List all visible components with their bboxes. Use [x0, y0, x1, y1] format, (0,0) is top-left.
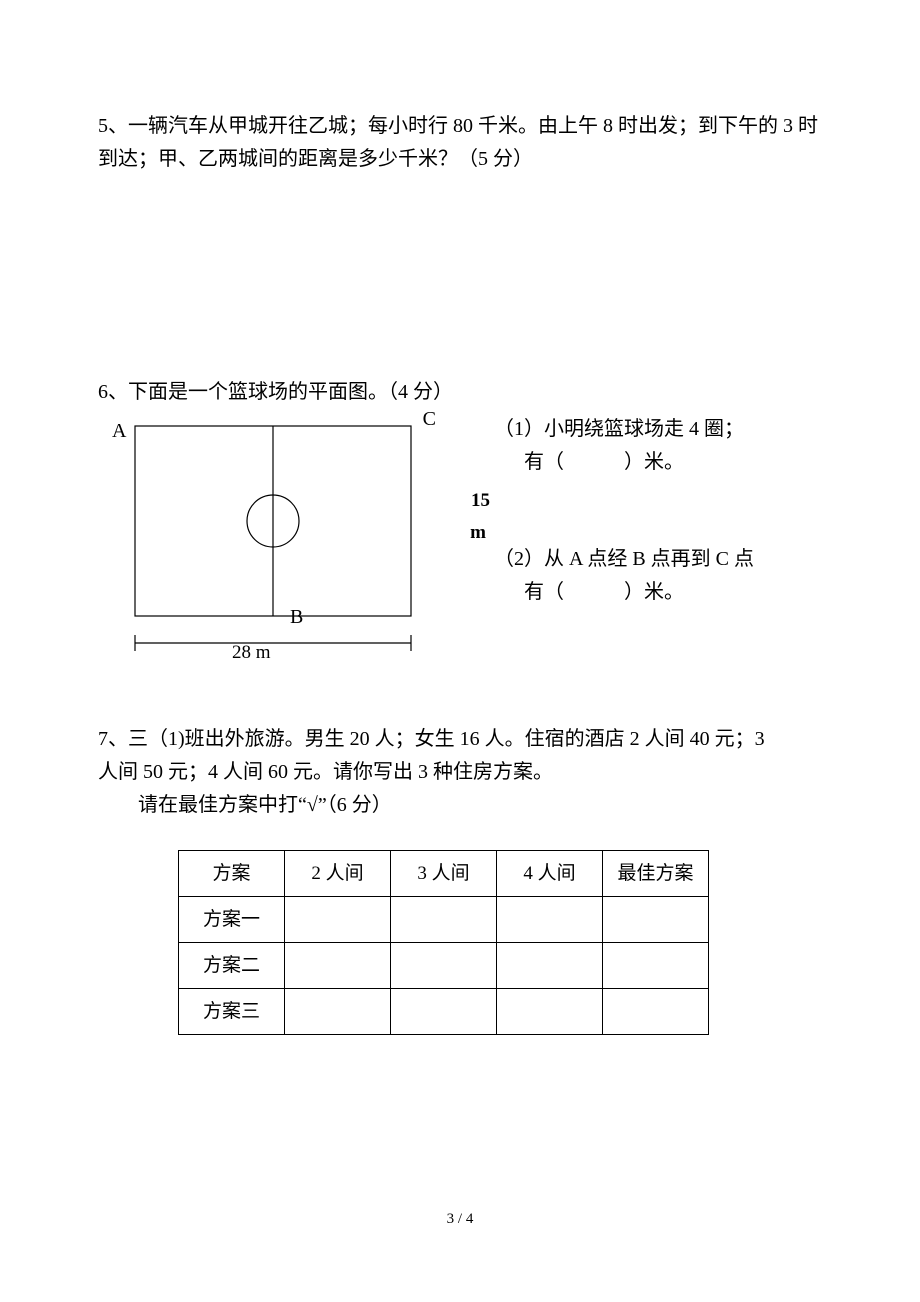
q6-sub2-line1: （2）从 A 点经 B 点再到 C 点: [494, 543, 822, 576]
table-header-cell: 4 人间: [497, 851, 603, 897]
q6-sub2: （2）从 A 点经 B 点再到 C 点 有（ ）米。: [494, 543, 822, 609]
table-cell: [391, 989, 497, 1035]
table-cell: [497, 943, 603, 989]
label-15: 15: [471, 485, 490, 516]
table-cell: [285, 897, 391, 943]
q5-text: 5、一辆汽车从甲城开往乙城；每小时行 80 千米。由上午 8 时出发；到下午的 …: [98, 115, 818, 170]
q6-sub1: （1）小明绕篮球场走 4 圈； 有（ ）米。: [494, 413, 822, 479]
question-7: 7、三（1)班出外旅游。男生 20 人；女生 16 人。住宿的酒店 2 人间 4…: [98, 723, 822, 1035]
question-5: 5、一辆汽车从甲城开往乙城；每小时行 80 千米。由上午 8 时出发；到下午的 …: [98, 110, 822, 176]
table-cell: [285, 989, 391, 1035]
court-svg: [134, 425, 424, 665]
table-row: 方案三: [179, 989, 709, 1035]
table-cell: [497, 897, 603, 943]
table-cell: [497, 989, 603, 1035]
table-cell: [603, 989, 709, 1035]
table-cell: 方案一: [179, 897, 285, 943]
table-header-cell: 方案: [179, 851, 285, 897]
table-cell: [603, 897, 709, 943]
q6-subquestions: （1）小明绕篮球场走 4 圈； 有（ ）米。 （2）从 A 点经 B 点再到 C…: [476, 413, 822, 609]
table-cell: [603, 943, 709, 989]
table-row: 方案二: [179, 943, 709, 989]
court-diagram: A C B 15 m 28 m: [126, 413, 456, 663]
q6-sub1-line1: （1）小明绕篮球场走 4 圈；: [494, 413, 822, 446]
table-row: 方案一: [179, 897, 709, 943]
page-footer: 3 / 4: [0, 1207, 920, 1232]
q7-line3: 请在最佳方案中打“√”（6 分）: [98, 789, 822, 822]
table-header-cell: 最佳方案: [603, 851, 709, 897]
q7-table: 方案 2 人间 3 人间 4 人间 最佳方案 方案一 方案二 方案三: [178, 850, 709, 1035]
q6-sub2-line2: 有（ ）米。: [494, 576, 822, 609]
q7-line1: 7、三（1)班出外旅游。男生 20 人；女生 16 人。住宿的酒店 2 人间 4…: [98, 723, 822, 756]
label-m-unit: m: [470, 517, 486, 548]
table-header-cell: 2 人间: [285, 851, 391, 897]
table-header-cell: 3 人间: [391, 851, 497, 897]
q6-heading: 6、下面是一个篮球场的平面图。（4 分）: [98, 376, 822, 409]
q6-sub1-line2: 有（ ）米。: [494, 446, 822, 479]
label-c: C: [423, 403, 436, 436]
table-cell: 方案三: [179, 989, 285, 1035]
q6-body: A C B 15 m 28 m （1）小明绕篮球场走 4 圈； 有（ ）米。: [98, 413, 822, 663]
q7-line2: 人间 50 元；4 人间 60 元。请你写出 3 种住房方案。: [98, 756, 822, 789]
table-cell: 方案二: [179, 943, 285, 989]
table-cell: [391, 897, 497, 943]
label-b: B: [290, 601, 303, 634]
table-cell: [391, 943, 497, 989]
label-width: 28 m: [232, 637, 271, 668]
question-6: 6、下面是一个篮球场的平面图。（4 分） A C B 15 m 28 m （1）…: [98, 376, 822, 663]
table-row: 方案 2 人间 3 人间 4 人间 最佳方案: [179, 851, 709, 897]
label-a: A: [112, 415, 126, 448]
table-cell: [285, 943, 391, 989]
